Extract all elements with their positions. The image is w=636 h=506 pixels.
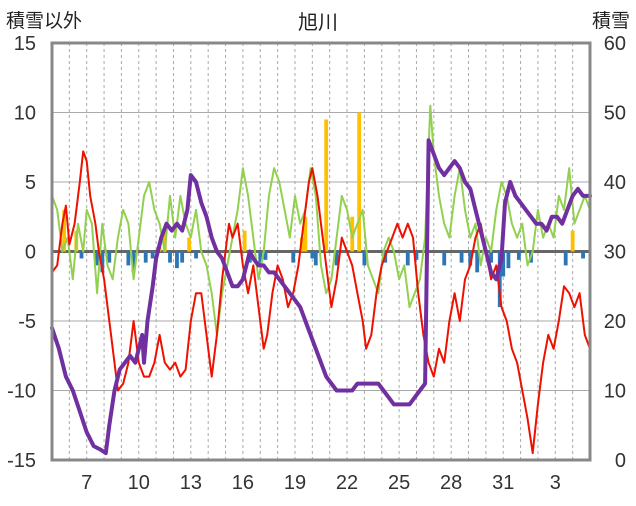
precipitation-bar: [489, 251, 493, 263]
right-tick-label: 30: [604, 242, 626, 264]
precipitation-bar: [180, 251, 185, 263]
precipitation-bar: [263, 251, 268, 260]
plot-frame: [50, 41, 592, 462]
precipitation-bar: [291, 251, 296, 263]
chart-title: 旭川: [298, 10, 338, 34]
temperature-line: [51, 150, 591, 455]
precipitation-bar: [95, 251, 100, 266]
x-tick-label: 7: [81, 472, 92, 494]
precipitation-bar: [570, 230, 575, 252]
x-tick-label: 31: [492, 472, 514, 494]
right-tick-label: 60: [604, 33, 626, 55]
left-tick-label: 15: [14, 33, 36, 55]
left-tick-label: -10: [7, 381, 36, 403]
precipitation-bar: [242, 230, 247, 252]
precipitation-bar: [506, 251, 511, 269]
x-tick-label: 19: [284, 472, 306, 494]
precipitation-bars: [62, 112, 585, 308]
precipitation-bar: [563, 251, 568, 266]
precipitation-bar: [62, 209, 67, 252]
precipitation-bar: [175, 251, 179, 269]
precipitation-bar: [516, 251, 521, 260]
precipitation-bar: [442, 251, 447, 266]
left-axis-label: 積雪以外: [6, 10, 83, 32]
precipitation-bar: [475, 251, 480, 273]
precipitation-bar: [497, 251, 502, 308]
precipitation-bar: [168, 251, 172, 263]
precipitation-bar: [100, 251, 105, 273]
precipitation-bar: [501, 251, 506, 277]
precipitation-bar: [310, 251, 315, 259]
precipitation-bar: [150, 251, 155, 259]
precipitation-bar: [468, 251, 473, 266]
x-tick-label: 22: [336, 472, 358, 494]
left-tick-label: -15: [7, 450, 36, 472]
precipitation-bar: [143, 251, 148, 263]
precipitation-bar: [334, 251, 339, 266]
x-tick-label: 25: [388, 472, 410, 494]
precipitation-bar: [107, 251, 112, 263]
precipitation-bar: [414, 251, 419, 260]
right-tick-label: 50: [604, 103, 626, 125]
snow-depth-line: [50, 138, 592, 456]
right-tick-label: 0: [615, 450, 626, 472]
precipitation-bar: [313, 251, 318, 266]
precipitation-bar: [194, 251, 198, 259]
x-tick-label: 10: [128, 472, 150, 494]
precipitation-bar: [459, 251, 464, 263]
precipitation-bar: [581, 251, 585, 259]
left-tick-label: -5: [18, 311, 36, 333]
precipitation-bar: [126, 251, 131, 266]
right-tick-label: 40: [604, 172, 626, 194]
precipitation-bar: [303, 216, 308, 252]
x-tick-label: 13: [180, 472, 202, 494]
green-series-line: [51, 104, 591, 336]
left-tick-label: 0: [25, 242, 36, 264]
right-tick-label: 10: [604, 381, 626, 403]
right-axis-label: 積雪: [591, 10, 630, 32]
right-tick-label: 20: [604, 311, 626, 333]
precipitation-bar: [324, 119, 329, 252]
left-tick-label: 10: [14, 103, 36, 125]
x-tick-label: 3: [550, 472, 561, 494]
x-tick-label: 16: [232, 472, 254, 494]
precipitation-bar: [187, 237, 192, 252]
precipitation-bar: [362, 251, 367, 266]
left-tick-label: 5: [25, 172, 36, 194]
precipitation-bar: [79, 251, 84, 259]
series-lines: [50, 104, 592, 456]
precipitation-bar: [258, 251, 263, 266]
precipitation-bar: [405, 251, 410, 266]
x-tick-label: 28: [440, 472, 462, 494]
precipitation-bar: [131, 251, 136, 273]
precipitation-bar: [357, 112, 362, 252]
